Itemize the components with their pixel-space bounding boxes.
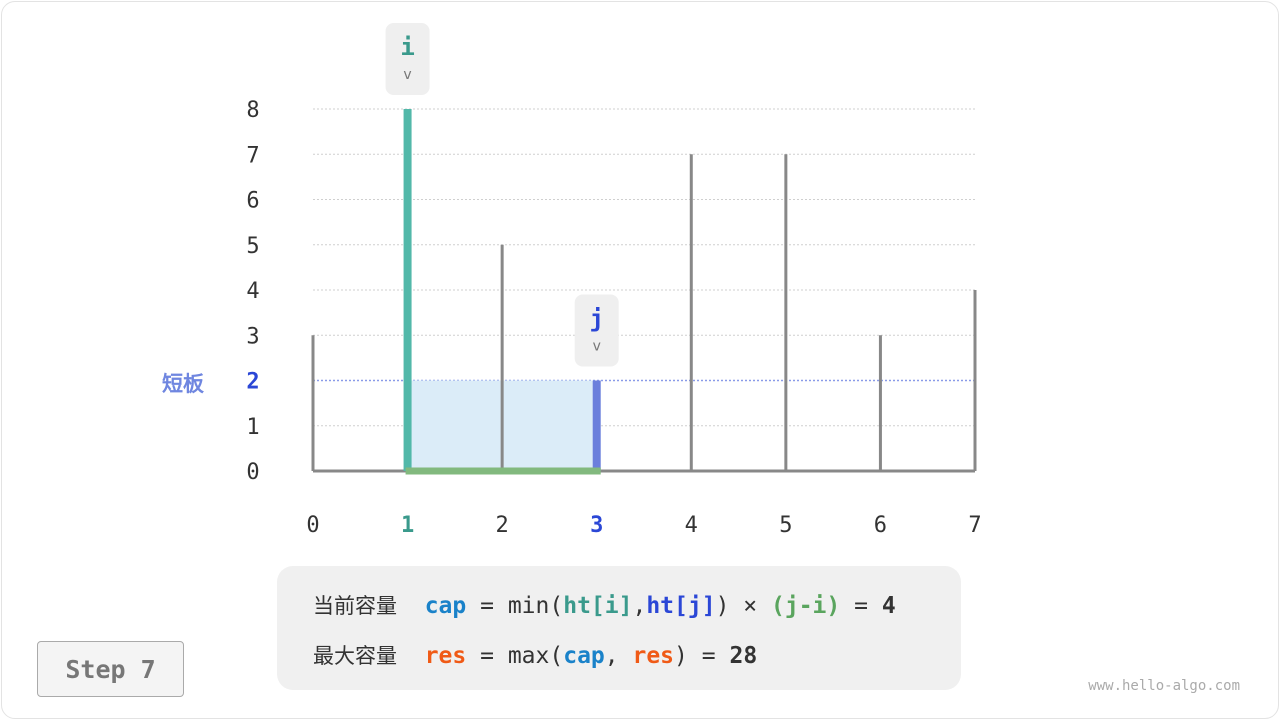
formula-panel: 当前容量 cap = min(ht[i],ht[j]) × (j-i) = 4 … [277,566,961,690]
pointer-label: j [589,305,603,333]
short-board-label: 短板 [162,372,204,396]
x-tick-label: 1 [401,513,414,538]
y-tick-label: 3 [246,324,259,349]
times: × [743,593,758,619]
x-tick-label: 0 [306,513,319,538]
res-result: 28 [729,643,758,669]
cap-label: 当前容量 [313,594,397,618]
formula-cap: 当前容量 cap = min(ht[i],ht[j]) × (j-i) = 4 [313,590,896,620]
x-tick-label: 6 [874,513,887,538]
y-tick-label: 8 [246,98,259,123]
close-paren: ) [715,593,730,619]
pointer-box [574,294,619,367]
y-tick-label: 4 [246,279,259,304]
formula-res: 最大容量 res = max(cap, res) = 28 [313,640,757,670]
eq: = [854,593,868,619]
eq: = [480,593,494,619]
eq: = [701,643,716,669]
pointer-label: i [400,33,414,61]
width-term: (j-i) [771,593,841,619]
ht-j: ht[j] [646,593,716,619]
min-fn: min( [507,593,564,619]
y-tick-label: 0 [246,460,259,485]
x-tick-label: 4 [685,513,698,538]
pointer-box [385,23,430,95]
eq: = [480,643,494,669]
res-label: 最大容量 [313,644,397,668]
y-tick-label: 5 [246,234,259,259]
pointer-arrow-icon: v [593,339,601,355]
x-tick-label: 7 [968,513,981,538]
watermark: www.hello-algo.com [1088,678,1240,694]
y-tick-label: 7 [246,143,259,168]
max-fn: max( [507,643,564,669]
close-paren: ) [674,643,688,669]
res-arg: res [632,643,675,669]
pointer-arrow-icon: v [403,67,411,83]
comma: , [604,643,619,669]
x-tick-label: 3 [590,513,603,538]
y-tick-label: 2 [246,370,259,395]
cap-arg: cap [563,643,605,669]
x-tick-label: 2 [496,513,509,538]
ht-i: ht[i] [563,593,633,619]
cap-var: cap [424,593,467,619]
y-tick-label: 6 [246,189,259,214]
comma: , [632,593,647,619]
x-tick-label: 5 [779,513,792,538]
y-tick-label: 1 [246,415,259,440]
cap-result: 4 [881,593,896,619]
step-button[interactable]: Step 7 [37,641,184,697]
res-var: res [424,643,467,669]
